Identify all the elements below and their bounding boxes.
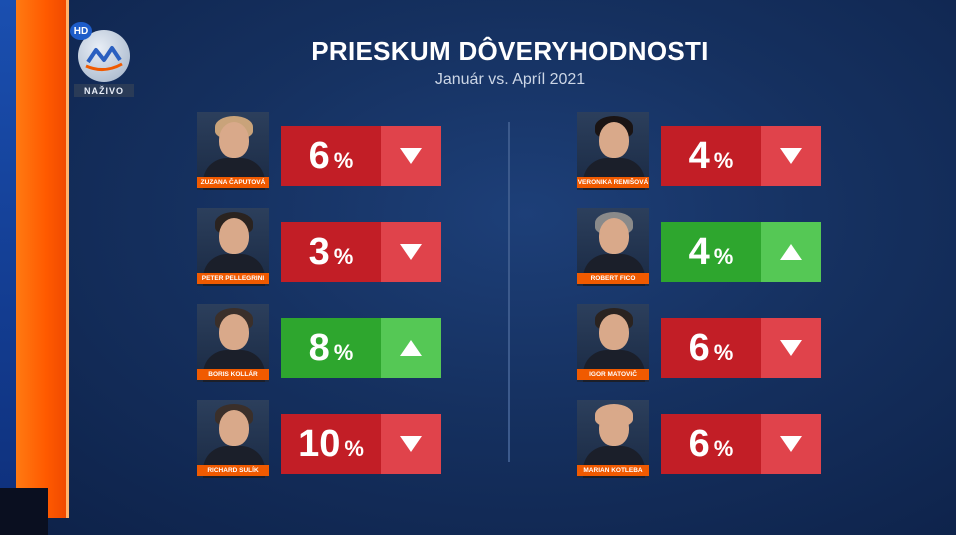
politician-name: RICHARD SULÍK	[197, 465, 269, 476]
percent-sign: %	[713, 340, 734, 365]
politician-photo: MARIAN KOTLEBA	[577, 400, 649, 478]
trust-value-number: 4	[688, 230, 710, 273]
poll-row-right-1: ROBERT FICO 4 %	[577, 208, 821, 286]
politician-photo: BORIS KOLLÁR	[197, 304, 269, 382]
live-label: NAŽIVO	[74, 84, 134, 97]
percent-sign: %	[713, 436, 734, 461]
percent-sign: %	[333, 244, 354, 269]
trust-value: 6 %	[661, 414, 761, 474]
arrow-up-icon	[381, 318, 441, 378]
percent-sign: %	[333, 148, 354, 173]
trust-value-number: 4	[688, 134, 710, 177]
left-edge-strip	[0, 0, 16, 535]
politician-photo: RICHARD SULÍK	[197, 400, 269, 478]
poll-row-left-1: PETER PELLEGRINI 3 %	[197, 208, 441, 286]
trust-value-number: 6	[308, 134, 330, 177]
percent-sign: %	[344, 436, 364, 461]
arrow-down-icon	[381, 222, 441, 282]
politician-name: PETER PELLEGRINI	[197, 273, 269, 284]
arrow-down-icon	[381, 414, 441, 474]
politician-name: BORIS KOLLÁR	[197, 369, 269, 380]
trust-value: 4 %	[661, 222, 761, 282]
politician-photo: ROBERT FICO	[577, 208, 649, 286]
politician-name: ROBERT FICO	[577, 273, 649, 284]
poll-row-right-0: VERONIKA REMIŠOVÁ 4 %	[577, 112, 821, 190]
page-subtitle: Január vs. Apríl 2021	[434, 71, 586, 88]
politician-name: IGOR MATOVIČ	[577, 369, 649, 380]
politician-photo: VERONIKA REMIŠOVÁ	[577, 112, 649, 190]
arrow-down-icon	[761, 414, 821, 474]
arrow-up-icon	[761, 222, 821, 282]
trust-value: 10 %	[281, 414, 381, 474]
poll-row-right-2: IGOR MATOVIČ 6 %	[577, 304, 821, 382]
politician-name: ZUZANA ČAPUTOVÁ	[197, 177, 269, 188]
poll-row-left-2: BORIS KOLLÁR 8 %	[197, 304, 441, 382]
arrow-down-icon	[761, 126, 821, 186]
trust-value: 3 %	[281, 222, 381, 282]
poll-row-left-3: RICHARD SULÍK 10 %	[197, 400, 441, 478]
arrow-down-icon	[381, 126, 441, 186]
trust-value: 8 %	[281, 318, 381, 378]
column-divider	[508, 122, 510, 462]
percent-sign: %	[713, 244, 734, 269]
poll-row-left-0: ZUZANA ČAPUTOVÁ 6 %	[197, 112, 441, 190]
politician-name: VERONIKA REMIŠOVÁ	[577, 177, 649, 188]
hd-badge: HD	[70, 22, 92, 40]
side-bar-footer	[0, 488, 48, 535]
orange-side-bar	[16, 0, 69, 518]
poll-row-right-3: MARIAN KOTLEBA 6 %	[577, 400, 821, 478]
arrow-down-icon	[761, 318, 821, 378]
percent-sign: %	[713, 148, 734, 173]
politician-photo: IGOR MATOVIČ	[577, 304, 649, 382]
trust-value: 4 %	[661, 126, 761, 186]
trust-value-number: 8	[308, 326, 330, 369]
politician-photo: ZUZANA ČAPUTOVÁ	[197, 112, 269, 190]
page-title: PRIESKUM DÔVERYHODNOSTI	[311, 36, 709, 66]
politician-name: MARIAN KOTLEBA	[577, 465, 649, 476]
trust-value-number: 10	[298, 422, 341, 465]
trust-value-number: 3	[308, 230, 330, 273]
trust-value-number: 6	[688, 422, 710, 465]
channel-logo: HD NAŽIVO	[70, 20, 140, 100]
trust-value: 6 %	[661, 318, 761, 378]
trust-value: 6 %	[281, 126, 381, 186]
trust-value-number: 6	[688, 326, 710, 369]
percent-sign: %	[333, 340, 354, 365]
politician-photo: PETER PELLEGRINI	[197, 208, 269, 286]
